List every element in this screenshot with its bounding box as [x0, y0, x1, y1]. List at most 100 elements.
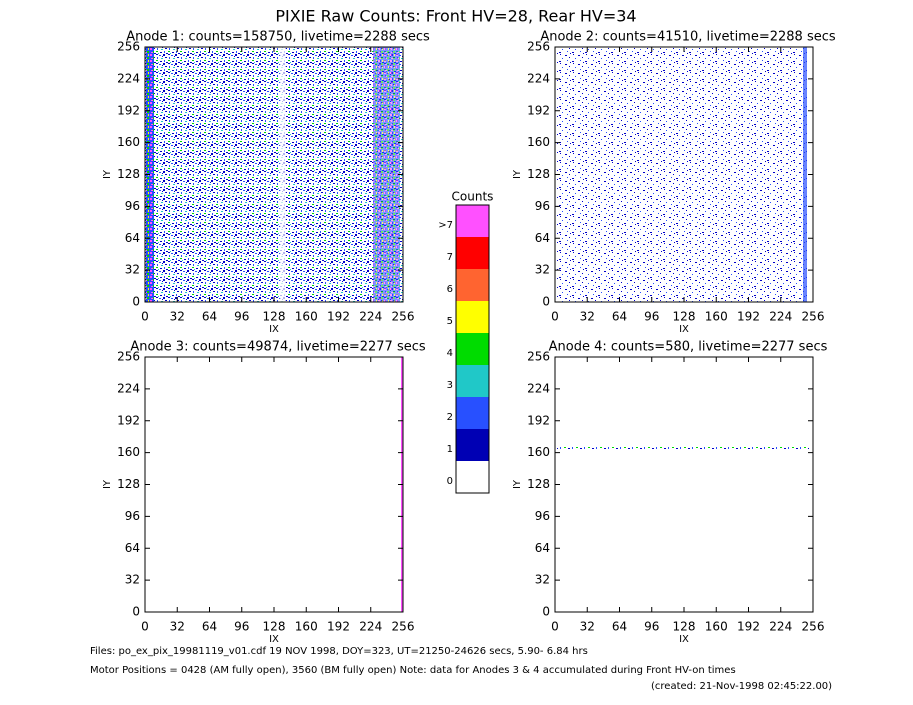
count-image-edge [803, 47, 807, 302]
panel-title: Anode 2: counts=41510, livetime=2288 sec… [540, 30, 836, 45]
colorbar-label: 4 [447, 348, 453, 359]
count-image-gap [280, 47, 286, 302]
y-tick-label: 32 [535, 263, 550, 277]
y-tick-label: 160 [527, 445, 550, 459]
y-tick-label: 128 [527, 477, 550, 491]
x-tick-label: 96 [234, 620, 249, 634]
y-tick-label: 96 [125, 509, 140, 523]
panel-title: Anode 1: counts=158750, livetime=2288 se… [126, 30, 430, 45]
count-image [557, 47, 807, 302]
colorbar-cell [456, 237, 489, 269]
colorbar-label: >7 [438, 220, 453, 231]
y-axis-label: IY [102, 479, 113, 489]
x-tick-label: 192 [327, 620, 350, 634]
y-tick-label: 224 [117, 381, 140, 395]
x-tick-label: 192 [327, 310, 350, 324]
y-tick-label: 0 [542, 295, 550, 309]
x-tick-label: 224 [359, 310, 382, 324]
x-axis-label: IX [269, 634, 279, 645]
x-tick-label: 128 [673, 310, 696, 324]
x-axis-label: IX [679, 634, 689, 645]
x-tick-label: 192 [737, 310, 760, 324]
colorbar-label: 0 [447, 476, 453, 487]
page-title: PIXIE Raw Counts: Front HV=28, Rear HV=3… [275, 7, 636, 26]
colorbar-label: 6 [447, 284, 453, 295]
y-tick-label: 64 [125, 541, 140, 555]
x-axis-label: IX [679, 324, 689, 335]
y-tick-label: 256 [117, 40, 140, 54]
y-tick-label: 0 [132, 605, 140, 619]
count-image-edge [373, 47, 400, 302]
panel: 0 32 64 96 128 160 192 224 256 0 32 64 96 128 160 192 22… [102, 30, 430, 336]
colorbar-cell [456, 301, 489, 333]
y-tick-label: 256 [527, 40, 550, 54]
y-tick-label: 160 [527, 135, 550, 149]
x-tick-label: 256 [392, 310, 415, 324]
x-tick-label: 0 [551, 620, 559, 634]
x-tick-label: 0 [551, 310, 559, 324]
y-tick-label: 64 [125, 231, 140, 245]
plot-frame [144, 356, 404, 613]
x-tick-label: 256 [802, 310, 825, 324]
x-tick-label: 128 [263, 620, 286, 634]
x-tick-label: 0 [141, 620, 149, 634]
colorbar-label: 7 [447, 252, 453, 263]
colorbar-frame [455, 204, 490, 494]
panel-title: Anode 3: counts=49874, livetime=2277 sec… [130, 340, 426, 355]
count-image-line [557, 446, 809, 449]
y-axis-label: IY [102, 169, 113, 179]
y-tick-label: 224 [527, 71, 550, 85]
x-tick-label: 128 [673, 620, 696, 634]
panels: 0 32 64 96 128 160 192 224 256032649612816019222… [102, 30, 836, 646]
y-tick-label: 64 [535, 231, 550, 245]
y-tick-label: 128 [527, 167, 550, 181]
x-tick-label: 64 [612, 310, 627, 324]
colorbar-cell [456, 429, 489, 461]
x-tick-label: 160 [705, 620, 728, 634]
y-tick-label: 192 [527, 413, 550, 427]
x-tick-label: 128 [263, 310, 286, 324]
x-tick-label: 0 [141, 310, 149, 324]
y-tick-label: 256 [117, 350, 140, 364]
colorbar-label: 3 [447, 380, 453, 391]
x-tick-label: 32 [170, 310, 185, 324]
y-tick-label: 96 [535, 199, 550, 213]
y-tick-label: 0 [132, 295, 140, 309]
y-tick-label: 128 [117, 167, 140, 181]
footer-files: Files: po_ex_pix_19981119_v01.cdf 19 NOV… [90, 646, 588, 657]
y-tick-label: 192 [117, 413, 140, 427]
colorbar-label: 2 [447, 412, 453, 423]
colorbar-label: 5 [447, 316, 453, 327]
footer-motor: Motor Positions = 0428 (AM fully open), … [90, 665, 736, 676]
x-tick-label: 64 [202, 310, 217, 324]
x-tick-label: 192 [737, 620, 760, 634]
panel: 0 32 64 96 128 160 192 224 256 0 32 64 96 128 160 192 22… [102, 340, 426, 646]
plot-frame [554, 356, 814, 613]
colorbar-cell [456, 461, 489, 493]
y-tick-label: 128 [117, 477, 140, 491]
x-tick-label: 64 [202, 620, 217, 634]
x-tick-label: 160 [295, 310, 318, 324]
y-tick-label: 0 [542, 605, 550, 619]
y-tick-label: 32 [125, 573, 140, 587]
x-tick-label: 96 [644, 310, 659, 324]
y-tick-label: 96 [535, 509, 550, 523]
colorbar-cell [456, 397, 489, 429]
x-tick-label: 256 [802, 620, 825, 634]
footer-created: (created: 21-Nov-1998 02:45:22.00) [651, 681, 832, 692]
count-image [145, 47, 403, 302]
x-tick-label: 32 [580, 310, 595, 324]
y-tick-label: 96 [125, 199, 140, 213]
y-axis-label: IY [512, 169, 523, 179]
x-tick-label: 256 [392, 620, 415, 634]
y-tick-label: 32 [535, 573, 550, 587]
y-tick-label: 192 [527, 103, 550, 117]
x-tick-label: 224 [359, 620, 382, 634]
y-tick-label: 32 [125, 263, 140, 277]
x-tick-label: 224 [769, 310, 792, 324]
panel: 0 32 64 96 128 160 192 224 256 0 32 64 96 128 160 192 22… [512, 30, 836, 336]
x-tick-label: 32 [580, 620, 595, 634]
x-tick-label: 32 [170, 620, 185, 634]
